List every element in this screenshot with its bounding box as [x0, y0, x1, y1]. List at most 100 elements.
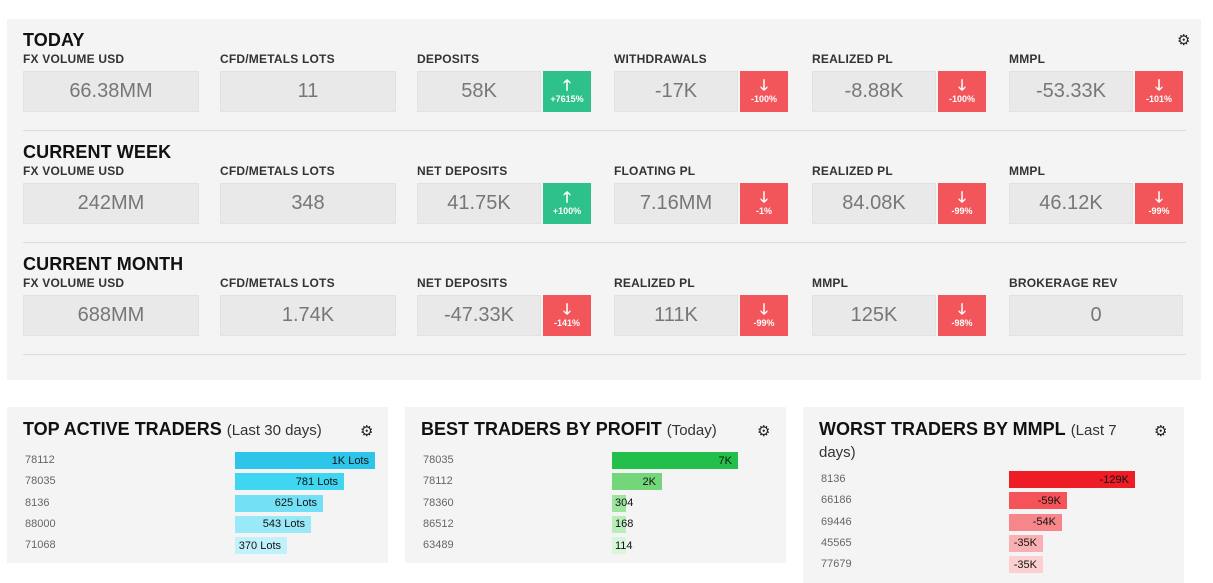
- trader-row[interactable]: 63489 114: [423, 537, 783, 555]
- trader-bar-label: 7K: [718, 454, 732, 467]
- change-badge: 🡓 -1%: [740, 183, 788, 224]
- trader-bar: -129K: [1009, 471, 1135, 488]
- trader-row[interactable]: 78112 2K: [423, 473, 783, 491]
- trader-bar: -54K: [1009, 513, 1062, 531]
- change-badge: 🡓 -99%: [1135, 183, 1183, 224]
- trader-bar-label: -129K: [1099, 473, 1129, 486]
- trader-row[interactable]: 69446 -54K: [821, 513, 1181, 532]
- trader-bar-label: 168: [615, 518, 634, 531]
- metric-realized-pl: REALIZED PL 84.08K 🡓 -99%: [812, 164, 988, 224]
- metric-label: CFD/METALS LOTS: [220, 164, 335, 178]
- change-badge: 🡓 -101%: [1135, 71, 1183, 112]
- trader-id: 69446: [821, 515, 852, 528]
- metric-label: BROKERAGE REV: [1009, 276, 1118, 290]
- trader-bar: -35K: [1009, 556, 1043, 574]
- trader-id: 77679: [821, 558, 852, 571]
- trader-row[interactable]: 78035 781 Lots: [25, 473, 385, 491]
- trader-row[interactable]: 45565 -35K: [821, 534, 1181, 553]
- trader-bar: 168: [612, 515, 633, 533]
- trader-bar: 114: [612, 537, 633, 555]
- trader-bar-label: -59K: [1037, 494, 1061, 507]
- trader-id: 78112: [25, 454, 55, 466]
- arrow-down-icon: 🡓: [760, 188, 768, 206]
- trader-id: 45565: [821, 536, 852, 549]
- trader-bar: 304: [612, 494, 633, 512]
- arrow-down-icon: 🡓: [760, 76, 768, 94]
- arrow-down-icon: 🡓: [958, 300, 966, 318]
- metric-value: -17K: [614, 71, 738, 112]
- section-current-month: CURRENT MONTH FX VOLUME USD 688MM CFD/ME…: [23, 243, 1186, 355]
- metric-label: MMPL: [812, 276, 849, 290]
- trader-id: 78035: [423, 454, 454, 466]
- change-badge: 🡑 +100%: [543, 183, 591, 224]
- trader-id: 8136: [25, 496, 50, 509]
- metric-value: 7.16MM: [614, 183, 738, 224]
- metric-label: FX VOLUME USD: [23, 276, 125, 290]
- metric-value: 66.38MM: [23, 71, 199, 112]
- card-title: WORST TRADERS BY MMPL (Last 7 days): [819, 419, 1117, 461]
- arrow-down-icon: 🡓: [760, 300, 768, 318]
- metric-value: -53.33K: [1009, 71, 1133, 112]
- trader-bar: 2K: [612, 473, 662, 491]
- trader-row[interactable]: 78360 304: [423, 494, 783, 513]
- change-badge: 🡓 -98%: [938, 295, 986, 336]
- arrow-down-icon: 🡓: [958, 188, 966, 206]
- trader-bar-label: 370 Lots: [238, 539, 281, 552]
- trader-row[interactable]: 8136 -129K: [821, 471, 1181, 489]
- trader-bar: -59K: [1009, 492, 1067, 510]
- metric-label: WITHDRAWALS: [614, 52, 707, 66]
- trader-row[interactable]: 88000 543 Lots: [25, 515, 385, 534]
- summary-panel: ⚙ TODAY FX VOLUME USD 66.38MM CFD/METALS…: [7, 19, 1201, 380]
- card-worst-traders-mmpl: WORST TRADERS BY MMPL (Last 7 days) ⚙ 81…: [803, 407, 1184, 583]
- card-title: TOP ACTIVE TRADERS (Last 30 days): [23, 419, 322, 439]
- change-badge: 🡓 -100%: [740, 71, 788, 112]
- trader-id: 88000: [25, 517, 56, 530]
- trader-row[interactable]: 86512 168: [423, 515, 783, 534]
- trader-bar-label: 114: [615, 539, 633, 552]
- trader-id: 78035: [25, 475, 56, 488]
- trader-bar: 543 Lots: [235, 515, 311, 533]
- metric-label: CFD/METALS LOTS: [220, 52, 335, 66]
- trader-bar-label: 625 Lots: [274, 497, 317, 510]
- metric-value: 58K: [417, 71, 541, 112]
- section-title: TODAY: [23, 30, 85, 50]
- arrow-up-icon: 🡑: [563, 188, 571, 206]
- trader-row[interactable]: 8136 625 Lots: [25, 494, 385, 513]
- metric-value: 242MM: [23, 183, 199, 224]
- metric-value: 111K: [614, 295, 738, 336]
- metric-realized-pl: REALIZED PL 111K 🡓 -99%: [614, 276, 790, 336]
- card-title: BEST TRADERS BY PROFIT (Today): [421, 419, 717, 439]
- trader-bar: 370 Lots: [235, 537, 287, 555]
- trader-bar: 1K Lots: [235, 452, 375, 469]
- section-title: CURRENT WEEK: [23, 142, 172, 162]
- metric-net-deposits: NET DEPOSITS 41.75K 🡑 +100%: [417, 164, 593, 224]
- metric-label: MMPL: [1009, 164, 1046, 178]
- gear-icon[interactable]: ⚙: [1154, 422, 1168, 440]
- metric-label: NET DEPOSITS: [417, 164, 508, 178]
- trader-id: 78360: [423, 496, 454, 509]
- trader-id: 8136: [821, 473, 846, 485]
- gear-icon[interactable]: ⚙: [1177, 31, 1191, 49]
- trader-row[interactable]: 71068 370 Lots: [25, 537, 385, 555]
- trader-row[interactable]: 78112 1K Lots: [25, 452, 385, 470]
- trader-id: 63489: [423, 539, 454, 552]
- metric-cfd-lots: CFD/METALS LOTS 1.74K: [220, 276, 396, 336]
- trader-row[interactable]: 66186 -59K: [821, 492, 1181, 510]
- gear-icon[interactable]: ⚙: [757, 422, 771, 440]
- metric-fx-volume: FX VOLUME USD 688MM: [23, 276, 199, 336]
- trader-row[interactable]: 78035 7K: [423, 452, 783, 470]
- change-badge: 🡓 -99%: [938, 183, 986, 224]
- trader-row[interactable]: 77679 -35K: [821, 556, 1181, 574]
- card-top-active-traders: TOP ACTIVE TRADERS (Last 30 days) ⚙ 7811…: [7, 407, 388, 563]
- metric-value: 46.12K: [1009, 183, 1133, 224]
- metric-realized-pl: REALIZED PL -8.88K 🡓 -100%: [812, 52, 988, 112]
- arrow-down-icon: 🡓: [958, 76, 966, 94]
- metric-mmpl: MMPL -53.33K 🡓 -101%: [1009, 52, 1185, 112]
- gear-icon[interactable]: ⚙: [360, 422, 374, 440]
- metric-label: NET DEPOSITS: [417, 276, 508, 290]
- trader-bar-label: 1K Lots: [331, 454, 369, 467]
- trader-bar-label: 2K: [642, 475, 656, 488]
- metric-value: 688MM: [23, 295, 199, 336]
- trader-id: 71068: [25, 539, 56, 552]
- change-badge: 🡓 -99%: [740, 295, 788, 336]
